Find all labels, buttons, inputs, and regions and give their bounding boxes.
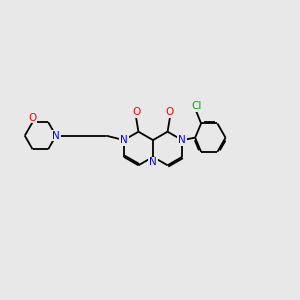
Text: N: N xyxy=(178,135,186,145)
Text: N: N xyxy=(52,131,60,141)
Text: O: O xyxy=(132,107,140,117)
Text: O: O xyxy=(28,112,37,123)
Text: N: N xyxy=(120,135,128,145)
Text: Cl: Cl xyxy=(191,101,201,111)
Text: O: O xyxy=(166,107,174,117)
Text: N: N xyxy=(149,157,157,167)
